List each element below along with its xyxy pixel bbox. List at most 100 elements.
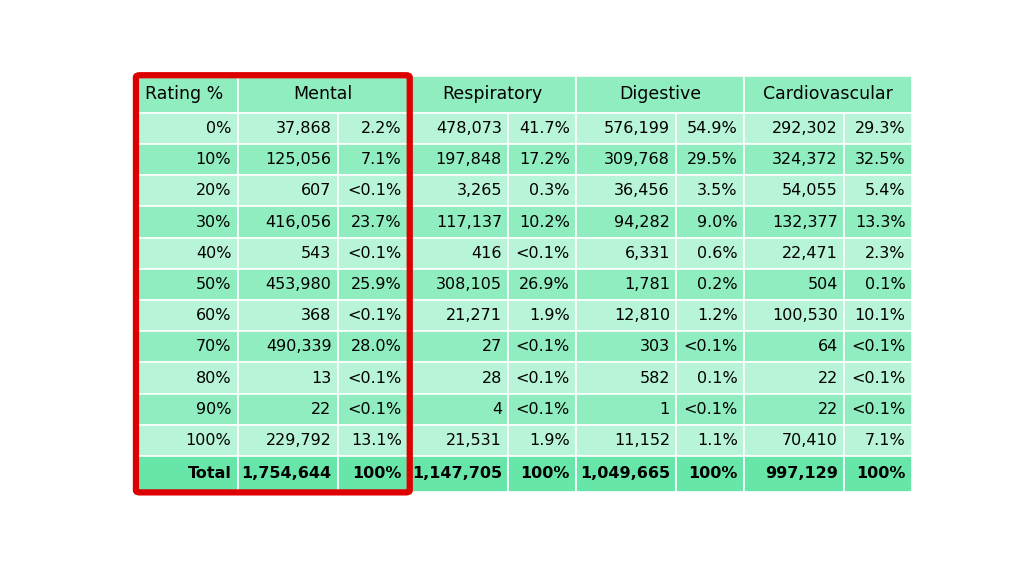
Bar (508, 144, 577, 175)
Text: 1.1%: 1.1% (697, 433, 737, 448)
Bar (137, 362, 238, 393)
Bar (409, 269, 508, 300)
Text: <0.1%: <0.1% (852, 402, 905, 417)
Text: <0.1%: <0.1% (852, 339, 905, 355)
Bar (338, 300, 409, 331)
Text: <0.1%: <0.1% (852, 370, 905, 386)
Text: 1.9%: 1.9% (529, 308, 569, 323)
Bar (508, 175, 577, 206)
Bar (137, 456, 238, 492)
Text: 10.1%: 10.1% (855, 308, 905, 323)
Text: 1.2%: 1.2% (697, 308, 737, 323)
Bar (844, 393, 912, 425)
Text: 1,781: 1,781 (624, 277, 670, 292)
Text: 12,810: 12,810 (613, 308, 670, 323)
Bar (238, 206, 338, 238)
Text: 9.0%: 9.0% (697, 215, 737, 229)
Text: 54,055: 54,055 (782, 183, 838, 198)
Bar (844, 425, 912, 456)
Text: 94,282: 94,282 (614, 215, 670, 229)
Text: 997,129: 997,129 (765, 466, 838, 481)
Bar (676, 238, 744, 269)
Bar (676, 393, 744, 425)
Bar (409, 331, 508, 362)
Bar (508, 393, 577, 425)
Bar (844, 300, 912, 331)
Text: 229,792: 229,792 (265, 433, 332, 448)
Bar (137, 300, 238, 331)
Bar (577, 206, 676, 238)
Text: 117,137: 117,137 (436, 215, 502, 229)
Text: 100%: 100% (520, 466, 569, 481)
Bar (844, 456, 912, 492)
Bar (577, 113, 676, 144)
Text: 0.1%: 0.1% (865, 277, 905, 292)
Text: 29.3%: 29.3% (855, 121, 905, 136)
Text: 1,049,665: 1,049,665 (580, 466, 670, 481)
Text: 28.0%: 28.0% (351, 339, 401, 355)
Text: 22,471: 22,471 (782, 246, 838, 261)
Text: 6,331: 6,331 (625, 246, 670, 261)
Bar (338, 144, 409, 175)
Text: <0.1%: <0.1% (515, 339, 569, 355)
Bar (744, 238, 844, 269)
Bar (744, 300, 844, 331)
Text: 100,530: 100,530 (772, 308, 838, 323)
Bar (744, 456, 844, 492)
Bar (137, 76, 238, 113)
Bar (577, 175, 676, 206)
Text: 100%: 100% (185, 433, 231, 448)
Bar (508, 113, 577, 144)
Bar (577, 144, 676, 175)
Text: 453,980: 453,980 (265, 277, 332, 292)
Bar (409, 206, 508, 238)
Bar (238, 300, 338, 331)
Bar (338, 393, 409, 425)
Text: <0.1%: <0.1% (347, 183, 401, 198)
Text: 70,410: 70,410 (782, 433, 838, 448)
Text: 13: 13 (311, 370, 332, 386)
Text: Rating %: Rating % (145, 85, 223, 103)
Text: 7.1%: 7.1% (361, 152, 401, 167)
Bar (238, 331, 338, 362)
Bar (238, 456, 338, 492)
Text: Digestive: Digestive (620, 85, 701, 103)
Bar (338, 456, 409, 492)
Bar (508, 269, 577, 300)
Text: 70%: 70% (196, 339, 231, 355)
Bar (744, 175, 844, 206)
Text: 308,105: 308,105 (436, 277, 502, 292)
Text: 3,265: 3,265 (457, 183, 502, 198)
Bar (844, 113, 912, 144)
Text: 50%: 50% (196, 277, 231, 292)
Bar (137, 144, 238, 175)
Text: 80%: 80% (196, 370, 231, 386)
Text: 4: 4 (492, 402, 502, 417)
Bar (676, 425, 744, 456)
Text: 13.3%: 13.3% (855, 215, 905, 229)
Bar (844, 269, 912, 300)
Text: 3.5%: 3.5% (697, 183, 737, 198)
Bar (508, 300, 577, 331)
Bar (844, 144, 912, 175)
Bar (338, 206, 409, 238)
Text: 21,271: 21,271 (445, 308, 502, 323)
Bar (508, 456, 577, 492)
Text: 309,768: 309,768 (604, 152, 670, 167)
Text: 10%: 10% (196, 152, 231, 167)
Bar (744, 425, 844, 456)
Text: 37,868: 37,868 (275, 121, 332, 136)
Bar (577, 76, 744, 113)
Bar (577, 425, 676, 456)
Text: 2.3%: 2.3% (865, 246, 905, 261)
Bar (844, 175, 912, 206)
Bar (409, 144, 508, 175)
Text: 40%: 40% (196, 246, 231, 261)
Text: 0%: 0% (206, 121, 231, 136)
Bar (744, 331, 844, 362)
Bar (338, 175, 409, 206)
Text: 303: 303 (640, 339, 670, 355)
Text: 100%: 100% (688, 466, 737, 481)
Text: 197,848: 197,848 (435, 152, 502, 167)
Text: <0.1%: <0.1% (347, 246, 401, 261)
